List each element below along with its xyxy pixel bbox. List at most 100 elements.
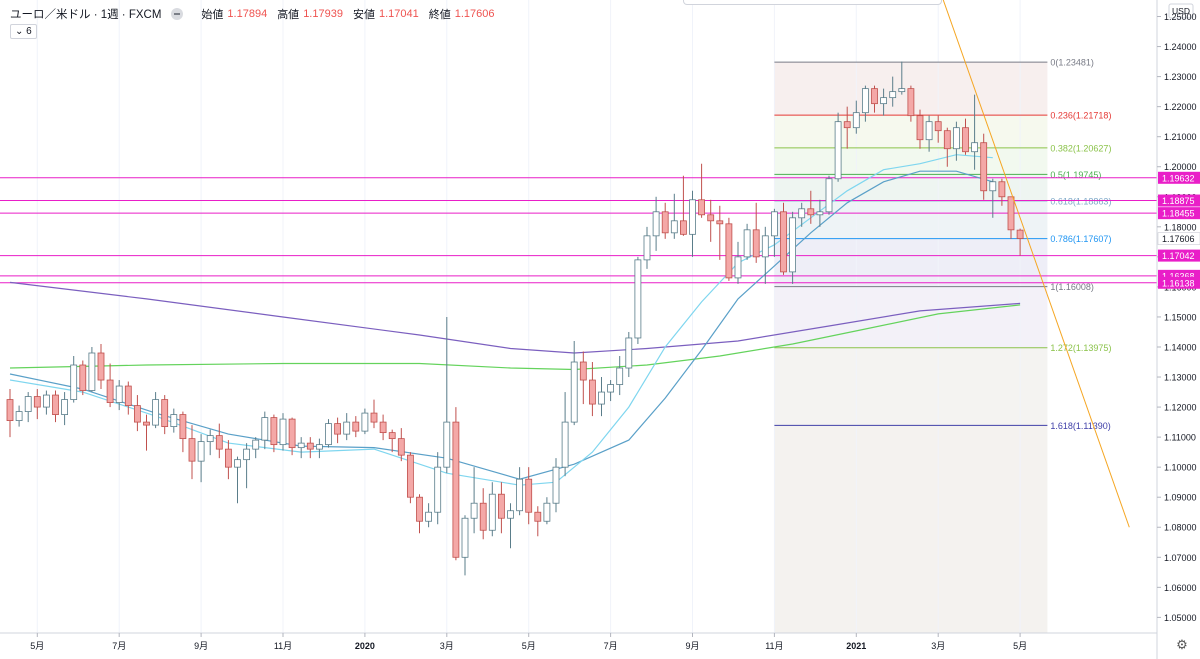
currency-label: USD — [1172, 6, 1190, 16]
open-value: 1.17894 — [227, 8, 268, 20]
drawing-toolbar-tab[interactable] — [683, 0, 942, 5]
candle-body — [971, 142, 978, 153]
price-tick-label: 1.23000 — [1164, 72, 1197, 82]
current-price-bg — [1157, 232, 1200, 245]
candle-body — [543, 502, 551, 522]
candle-body — [325, 423, 332, 446]
candle-body — [197, 441, 205, 462]
price-tick-label: 1.24000 — [1164, 42, 1197, 52]
candle-body — [643, 235, 651, 261]
fib-label-1.272: 1.272(1.13975) — [1050, 343, 1111, 353]
candle-body — [780, 211, 787, 273]
price-axis-background — [1157, 0, 1200, 659]
candle-body — [589, 379, 596, 405]
candle-body — [416, 496, 423, 522]
currency-box[interactable] — [1168, 3, 1194, 19]
candle-body — [497, 493, 505, 519]
chart-settings-gear-icon[interactable]: ⚙ — [1176, 637, 1188, 652]
moving-average-ma_mid — [9, 170, 993, 480]
candle-body — [716, 220, 724, 225]
candle-body — [33, 396, 41, 408]
candle-body — [1007, 196, 1015, 231]
candle-body — [6, 399, 14, 421]
price-tick-label: 1.09000 — [1164, 493, 1197, 503]
candle-body — [452, 421, 460, 558]
candle-body — [397, 438, 405, 456]
time-tick-label: 3月 — [440, 641, 454, 651]
candle-body — [925, 121, 933, 141]
candle-body — [670, 220, 678, 234]
candle-body — [661, 211, 669, 234]
fibonacci-levels[interactable]: 0(1.23481) 0.236(1.21718) 0.382(1.20627) 0.… — [774, 58, 1111, 431]
candle-body — [106, 379, 114, 403]
candle-body — [634, 259, 642, 339]
candle-body — [334, 423, 342, 435]
symbol-title[interactable]: ユーロ／米ドル · 1週 · FXCM — [10, 9, 162, 21]
visibility-toggle-icon[interactable] — [171, 8, 184, 20]
candle-body — [816, 211, 824, 216]
price-label-bg[interactable] — [1158, 276, 1200, 289]
fib-zone-1 — [774, 286, 1048, 348]
price-label-1.16368: 1.16368 — [1162, 271, 1195, 281]
candle-body — [898, 88, 906, 93]
open-label: 始値 — [201, 9, 224, 21]
candle-body — [652, 211, 660, 237]
price-label-bg[interactable] — [1158, 194, 1200, 207]
candle-body — [771, 211, 778, 237]
symbol-header: ユーロ／米ドル · 1週 · FXCM 始値 1.17894 高値 1.17939 … — [10, 6, 494, 22]
candle-body — [133, 405, 141, 423]
candle-body — [807, 208, 815, 216]
fib-label-1.618: 1.618(1.11390) — [1050, 421, 1110, 431]
candle-body — [479, 502, 487, 531]
candle-body — [570, 361, 578, 423]
price-label-bg[interactable] — [1158, 207, 1200, 220]
candle-body — [534, 511, 542, 522]
candle-body — [934, 121, 942, 132]
candle-body — [343, 421, 351, 435]
fib-label-1: 1(1.16008) — [1050, 282, 1094, 292]
candle-body — [224, 448, 232, 468]
candle-body — [579, 361, 587, 381]
time-tick-label: 11月 — [765, 641, 783, 651]
candle-body — [525, 478, 533, 513]
fib-label-0.786: 0.786(1.17607) — [1050, 234, 1111, 244]
time-axis[interactable]: 5月 7月 9月 11月 2020 3月 5月 7月 9月 11月 2021 3月 5月 — [0, 632, 1157, 651]
candle-body — [707, 214, 715, 222]
candle-body — [352, 421, 360, 432]
price-tick-label: 1.12000 — [1164, 403, 1197, 413]
candle-body — [598, 391, 605, 405]
price-label-bg[interactable] — [1158, 249, 1200, 262]
candlestick-series — [6, 61, 1024, 576]
trendline[interactable] — [942, 0, 1130, 528]
fib-zone-0.786 — [774, 238, 1048, 287]
trendline-segment[interactable] — [942, 0, 1130, 528]
candle-body — [889, 91, 897, 99]
time-tick-label: 9月 — [685, 641, 699, 651]
candle-body — [825, 178, 833, 213]
current-price-label: 1.17606 — [1162, 234, 1195, 244]
time-tick-label: 5月 — [1013, 641, 1027, 651]
fib-label-0.382: 0.382(1.20627) — [1050, 143, 1111, 153]
fib-label-0.5: 0.5(1.19745) — [1050, 170, 1101, 180]
candle-body — [61, 399, 68, 415]
price-tick-label: 1.15000 — [1164, 312, 1197, 322]
candle-body — [370, 412, 378, 423]
candle-body — [115, 385, 123, 403]
price-label-bg[interactable] — [1158, 171, 1200, 184]
candle-body — [1016, 229, 1024, 239]
candle-body — [625, 337, 633, 369]
candle-body — [798, 208, 806, 219]
price-tick-label: 1.07000 — [1164, 553, 1197, 563]
time-tick-label: 7月 — [112, 641, 126, 651]
candle-body — [261, 417, 269, 441]
candle-body — [152, 399, 160, 426]
candle-body — [616, 367, 624, 385]
candle-body — [70, 364, 78, 400]
horizontal-price-lines[interactable] — [0, 177, 1157, 284]
candle-body — [907, 88, 915, 117]
indicators-toggle[interactable]: ⌄ 6 — [10, 24, 37, 39]
price-tick-label: 1.05000 — [1164, 613, 1197, 623]
candle-body — [743, 229, 751, 258]
